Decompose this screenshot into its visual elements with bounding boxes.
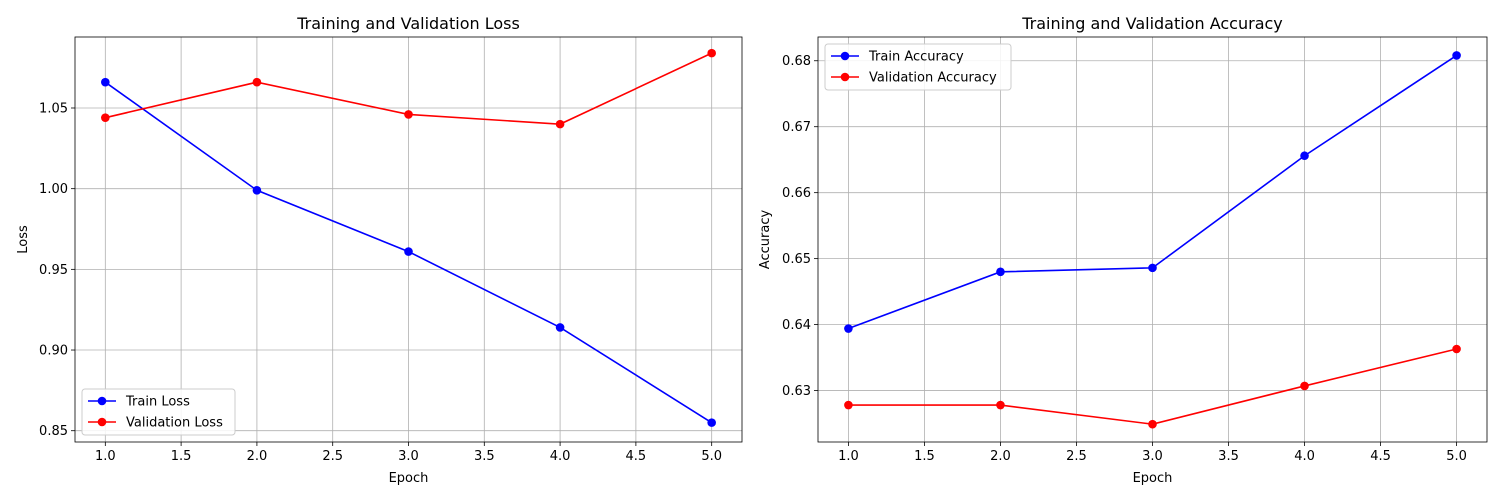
- x-tick-label: 2.0: [990, 449, 1011, 464]
- data-point: [707, 48, 716, 58]
- legend-marker: [97, 417, 107, 427]
- legend-box: [81, 388, 236, 436]
- legend-marker: [97, 396, 107, 406]
- y-tick-label: 0.66: [782, 186, 811, 201]
- data-point: [996, 400, 1005, 410]
- data-point: [404, 247, 413, 256]
- x-tick-label: 2.0: [247, 449, 268, 464]
- data-point: [555, 323, 565, 332]
- x-tick-label: 1.0: [95, 449, 116, 464]
- series-train-accuracy: [844, 51, 1461, 333]
- y-tick-label: 1.05: [39, 101, 68, 116]
- x-tick-label: 1.0: [838, 449, 859, 464]
- y-tick-label: 1.00: [39, 182, 68, 197]
- x-tick-label: 5.0: [701, 449, 722, 464]
- data-point: [1148, 419, 1157, 429]
- data-point: [996, 267, 1005, 277]
- x-tick-label: 1.5: [914, 449, 935, 464]
- y-tick-label: 0.68: [782, 54, 811, 69]
- legend-label: Train Accuracy: [868, 50, 964, 65]
- x-tick-label: 3.0: [398, 449, 419, 464]
- data-point: [844, 324, 853, 333]
- data-point: [707, 418, 716, 427]
- x-tick-label: 4.5: [626, 449, 647, 464]
- chart-2: 1.0 1.5 2.0 2.5 3.0 3.5 4.0 4.5 5.0 0.63 0.64 0.65 0…: [758, 14, 1488, 486]
- data-point: [404, 110, 413, 119]
- x-axis-label: Epoch: [1133, 471, 1173, 486]
- y-axis-label: Loss: [16, 225, 31, 254]
- data-point: [1300, 381, 1309, 391]
- data-point: [101, 113, 110, 122]
- x-tick-label: 3.5: [474, 449, 495, 464]
- data-point: [1452, 344, 1461, 354]
- series-validation-loss: [101, 48, 716, 129]
- data-point: [1148, 263, 1157, 273]
- x-tick-label: 2.5: [1066, 449, 1087, 464]
- data-point: [1452, 51, 1461, 60]
- legend-marker: [840, 51, 850, 61]
- data-point: [252, 185, 262, 195]
- legend: Train Loss Validation Loss: [81, 388, 236, 436]
- y-tick-label: 0.95: [39, 263, 68, 278]
- legend-marker: [840, 72, 850, 82]
- chart-title: Training and Validation Accuracy: [1021, 14, 1283, 33]
- y-tick-label: 0.85: [39, 424, 68, 439]
- x-tick-label: 3.5: [1218, 449, 1239, 464]
- data-point: [101, 77, 110, 87]
- legend-label: Validation Loss: [126, 416, 223, 431]
- x-tick-label: 3.0: [1142, 449, 1163, 464]
- y-axis-label: Accuracy: [758, 210, 773, 270]
- data-point: [1300, 151, 1309, 161]
- x-tick-label: 4.0: [550, 449, 571, 464]
- legend-label: Validation Accuracy: [869, 71, 997, 86]
- x-tick-label: 2.5: [322, 449, 343, 464]
- y-tick-label: 0.90: [39, 344, 68, 359]
- legend-label: Train Loss: [125, 395, 190, 410]
- x-axis-label: Epoch: [389, 471, 429, 486]
- x-tick-label: 1.5: [171, 449, 192, 464]
- data-point: [252, 77, 262, 87]
- series-validation-accuracy: [844, 344, 1461, 429]
- data-point: [555, 119, 565, 129]
- legend-box: [824, 43, 1012, 91]
- y-tick-label: 0.67: [782, 120, 811, 135]
- series-train-loss: [101, 77, 716, 427]
- legend: Train Accuracy Validation Accuracy: [824, 43, 1012, 91]
- y-tick-label: 0.65: [782, 252, 811, 267]
- x-tick-label: 5.0: [1446, 449, 1467, 464]
- y-tick-label: 0.64: [782, 318, 811, 333]
- chart-title: Training and Validation Loss: [296, 14, 520, 33]
- x-tick-label: 4.5: [1370, 449, 1391, 464]
- x-tick-label: 4.0: [1294, 449, 1315, 464]
- data-point: [844, 400, 853, 410]
- chart-1: 1.0 1.5 2.0 2.5 3.0 3.5 4.0 4.5 5.0 0.85 0.90 0.95 1…: [16, 14, 743, 486]
- y-tick-label: 0.63: [782, 384, 811, 399]
